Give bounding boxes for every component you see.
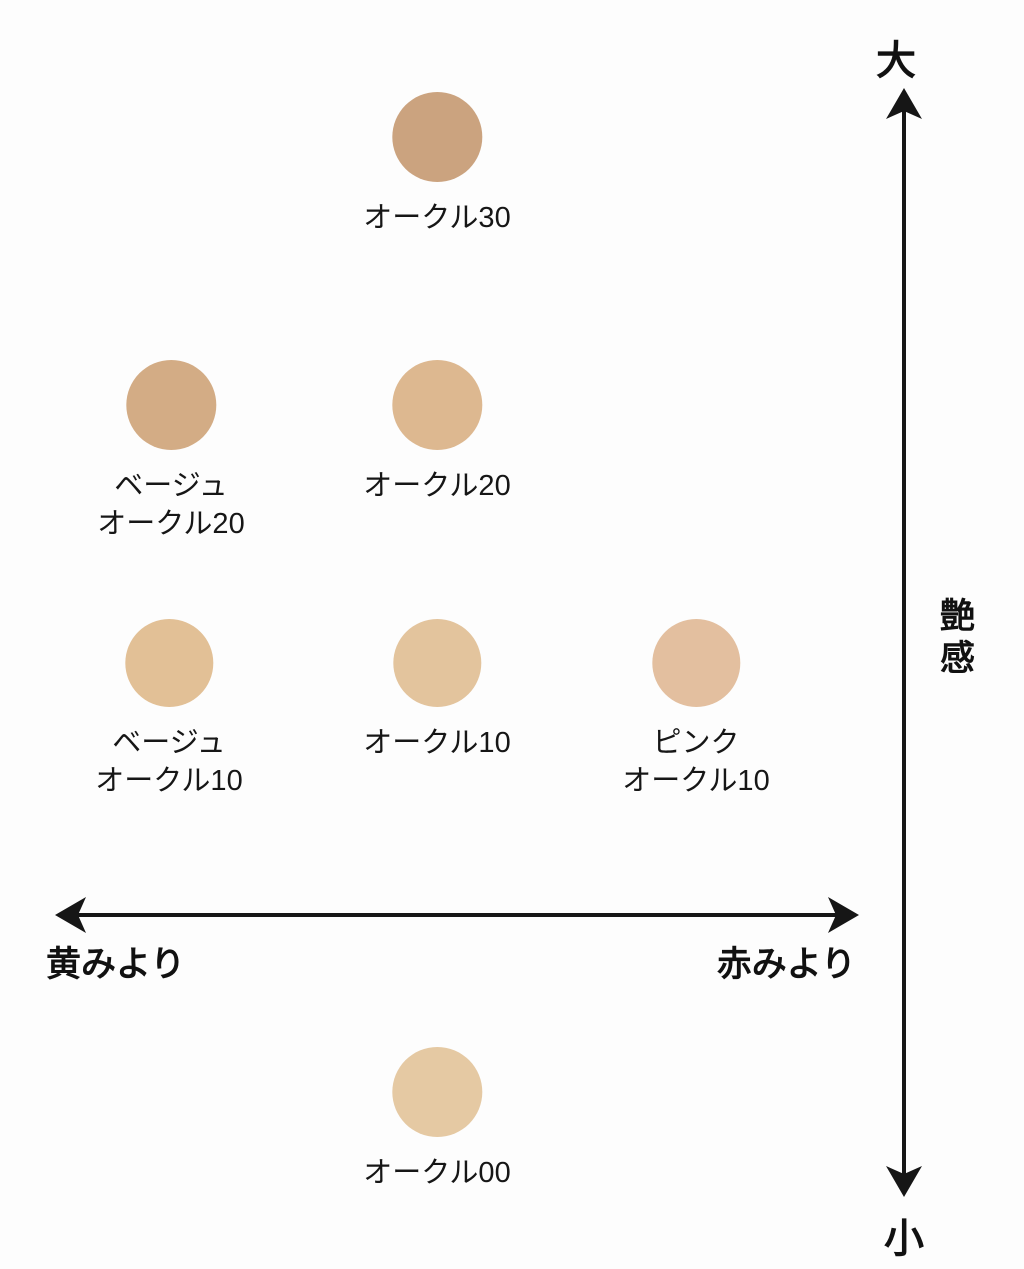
shade-label-line: ピンク xyxy=(652,727,740,759)
shade-label: オークル00 xyxy=(363,1154,510,1192)
shade-swatch xyxy=(124,619,213,707)
shade-label-line: オークル10 xyxy=(622,765,770,798)
x-axis-label-left: 黄みより xyxy=(46,945,186,984)
shade-point-pink-ochre-10: ピンク オークル10 xyxy=(622,619,770,801)
x-axis-label-right: 赤みより xyxy=(716,945,856,984)
y-axis-label-bottom: 小 xyxy=(884,1216,924,1261)
shade-label: ピンク オークル10 xyxy=(622,724,769,801)
shade-label-line: ベージュ xyxy=(114,470,228,502)
y-axis-arrow-down xyxy=(886,1166,922,1197)
shade-label-line: オークル00 xyxy=(363,1157,511,1189)
x-axis-arrow-right xyxy=(828,897,859,933)
shade-label-line: オークル10 xyxy=(363,727,511,759)
shade-label-line: オークル10 xyxy=(95,765,243,798)
shade-point-beige-ochre-10: ベージュ オークル10 xyxy=(95,619,243,801)
shade-swatch xyxy=(391,360,482,450)
shade-swatch xyxy=(651,619,740,707)
x-axis-arrow-left xyxy=(55,897,86,933)
shade-point-ochre-20: オークル20 xyxy=(363,360,511,505)
shade-label-line: オークル20 xyxy=(363,470,511,502)
shade-label: オークル20 xyxy=(363,467,510,505)
shade-label: オークル30 xyxy=(363,199,510,237)
y-axis-arrow-up xyxy=(886,88,922,119)
shade-swatch xyxy=(391,1047,482,1137)
shade-label: ベージュ オークル20 xyxy=(97,467,244,544)
shade-swatch xyxy=(392,619,481,707)
shade-point-ochre-00: オークル00 xyxy=(363,1047,511,1192)
shade-label: ベージュ オークル10 xyxy=(95,724,242,801)
shade-point-ochre-10: オークル10 xyxy=(363,619,511,762)
shade-label-line: オークル20 xyxy=(97,508,245,541)
shade-label-line: ベージュ xyxy=(112,727,226,759)
shade-label: オークル10 xyxy=(363,724,510,762)
y-axis-label-top: 大 xyxy=(876,38,916,83)
shade-label-line: オークル30 xyxy=(363,202,511,234)
shade-point-ochre-30: オークル30 xyxy=(363,92,511,237)
shade-swatch xyxy=(391,92,482,182)
y-axis-title: 艶感 xyxy=(935,597,974,681)
shade-point-beige-ochre-20: ベージュ オークル20 xyxy=(97,360,245,544)
shade-swatch xyxy=(125,360,216,450)
